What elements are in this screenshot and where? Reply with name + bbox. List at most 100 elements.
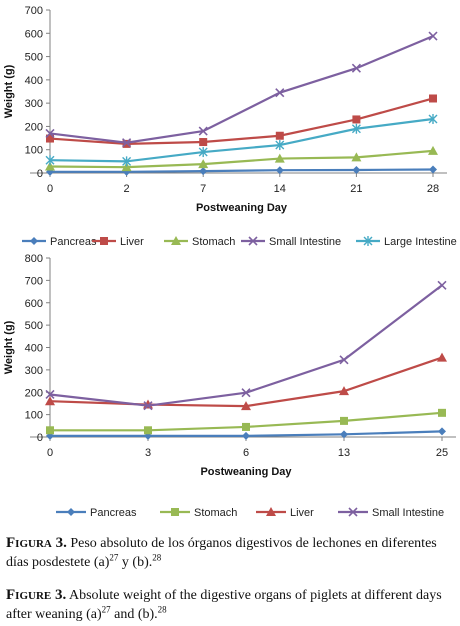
- x-axis-label: Postweaning Day: [200, 466, 292, 478]
- legend-swatch-marker: [171, 236, 181, 245]
- legend-swatch-marker: [348, 507, 358, 517]
- data-point: [339, 386, 349, 396]
- data-point: [340, 416, 348, 425]
- legend-label: Small Intestine: [372, 507, 444, 519]
- caption-en-ref-b: 28: [157, 604, 167, 615]
- caption-en-lead: Figure 3.: [6, 587, 67, 603]
- x-axis-label: Postweaning Day: [196, 202, 288, 214]
- series-line: [49, 149, 434, 169]
- chart-b: 0 100 200 300 400 500 600 700 800 0 3 6 13 25 Postwean…: [3, 254, 456, 519]
- data-point: [428, 145, 438, 155]
- chart-a: 0 100 200 300 400 500 600 700 0 2 7 14 21 28 Postweani…: [3, 5, 457, 248]
- data-point: [143, 401, 153, 411]
- data-point: [242, 422, 250, 431]
- caption-es-ref-b: 28: [152, 552, 162, 563]
- series-liver: [45, 352, 447, 411]
- data-point: [351, 123, 361, 134]
- y-tick-label: 700: [25, 5, 43, 17]
- caption-es-lead: Figura 3.: [6, 535, 67, 551]
- caption-english: Figure 3. Absolute weight of the digesti…: [6, 586, 454, 624]
- data-point: [199, 167, 208, 176]
- data-point: [339, 355, 349, 365]
- legend: Pancreas Stomach Liver Small Intestine: [56, 507, 444, 519]
- y-tick-label: 100: [25, 410, 43, 422]
- legend-label: Small Intestine: [269, 236, 341, 248]
- data-point: [437, 280, 447, 290]
- legend-swatch-marker: [363, 236, 373, 246]
- legend-label: Pancreas: [90, 507, 137, 519]
- data-point: [275, 140, 285, 151]
- data-point: [198, 147, 208, 158]
- data-point: [429, 165, 437, 174]
- caption-es-ref-a: 27: [109, 552, 119, 563]
- data-point: [428, 113, 438, 124]
- data-point: [46, 134, 54, 143]
- legend-item: Large Intestine: [356, 236, 457, 248]
- series-line: [49, 284, 443, 407]
- legend-swatch-marker: [67, 508, 75, 516]
- series-liver: [46, 94, 437, 148]
- x-tick-label: 21: [350, 183, 362, 195]
- data-point: [45, 128, 55, 138]
- series-line: [50, 168, 434, 173]
- y-tick-label: 0: [37, 432, 43, 444]
- legend-swatch-marker: [266, 507, 276, 516]
- data-point: [45, 155, 55, 166]
- data-point: [275, 131, 284, 140]
- data-point: [340, 430, 348, 439]
- series-small-intestine: [45, 31, 438, 148]
- legend: Pancreas Liver Stomach Small Intestine Large…: [22, 236, 457, 248]
- data-point: [429, 94, 437, 103]
- x-tick-label: 25: [436, 447, 448, 459]
- x-tick-label: 0: [47, 183, 53, 195]
- x-tick-label: 13: [338, 447, 350, 459]
- data-point: [46, 426, 54, 435]
- legend-item: Liver: [256, 507, 314, 519]
- data-point: [352, 115, 361, 124]
- legend-swatch-marker: [30, 237, 38, 245]
- legend-item: Pancreas: [56, 507, 137, 519]
- data-point: [144, 426, 152, 435]
- y-axis-label: Weight (g): [3, 64, 15, 118]
- data-point: [122, 139, 131, 148]
- y-tick-label: 800: [25, 254, 43, 265]
- y-tick-label: 300: [25, 98, 43, 110]
- data-point: [45, 161, 55, 171]
- legend-label: Stomach: [192, 236, 235, 248]
- data-point: [351, 152, 362, 162]
- data-point: [274, 153, 285, 163]
- legend-swatch-marker: [100, 237, 108, 245]
- series-line: [49, 356, 443, 408]
- series-small-intestine: [45, 280, 447, 411]
- y-tick-label: 500: [25, 52, 43, 64]
- data-point: [122, 138, 132, 148]
- legend-item: Small Intestine: [241, 236, 341, 248]
- data-point: [241, 401, 251, 411]
- y-tick-label: 500: [25, 320, 43, 332]
- caption-en-text: Absolute weight of the digestive organs …: [6, 588, 442, 622]
- y-tick-label: 100: [25, 145, 43, 157]
- caption-es-mid: y (b).: [118, 555, 153, 570]
- data-point: [275, 166, 284, 175]
- y-tick-label: 400: [25, 343, 43, 355]
- data-point: [275, 88, 285, 98]
- data-point: [45, 389, 55, 400]
- y-tick-label: 200: [25, 121, 43, 133]
- x-tick-label: 28: [427, 183, 439, 195]
- data-point: [438, 408, 446, 417]
- data-point: [198, 159, 209, 169]
- x-tick-label: 3: [145, 447, 151, 459]
- x-tick-label: 0: [47, 447, 53, 459]
- x-tick-label: 7: [200, 183, 206, 195]
- legend-item: Stomach: [164, 236, 235, 248]
- y-axis-label: Weight (g): [3, 320, 15, 374]
- caption-en-mid: and (b).: [110, 607, 158, 622]
- data-point: [198, 126, 208, 136]
- data-point: [199, 138, 208, 147]
- y-tick-label: 700: [25, 275, 43, 287]
- x-tick-label: 2: [124, 183, 130, 195]
- series-stomach: [45, 145, 438, 172]
- legend-item: Small Intestine: [338, 507, 444, 519]
- legend-label: Stomach: [194, 507, 237, 519]
- data-point: [438, 427, 446, 436]
